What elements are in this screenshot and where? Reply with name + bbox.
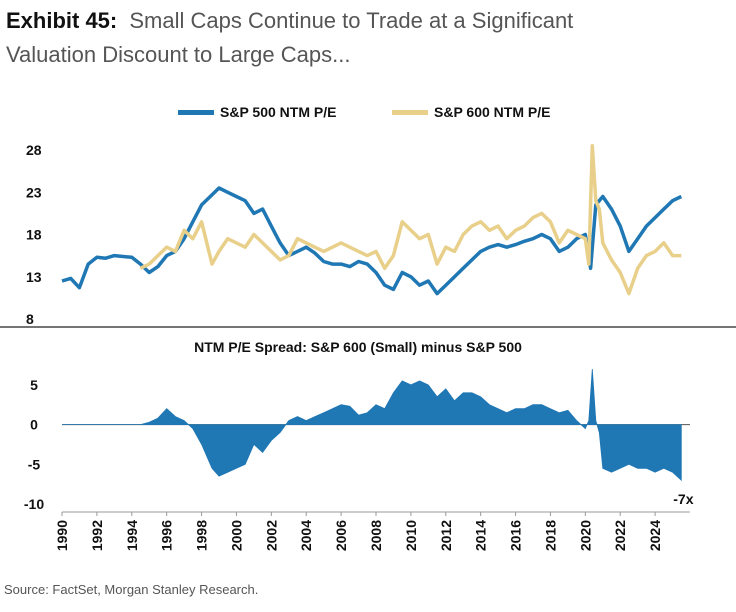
- source-note: Source: FactSet, Morgan Stanley Research…: [4, 582, 259, 597]
- x-tick-label: 2006: [333, 520, 349, 551]
- x-tick-label: 2002: [263, 520, 279, 551]
- x-tick-label: 1990: [54, 520, 70, 551]
- spread-y-tick: 5: [30, 377, 38, 393]
- x-tick-label: 2000: [228, 520, 244, 551]
- x-tick-label: 1996: [159, 520, 175, 551]
- title-line-1: Small Caps Continue to Trade at a Signif…: [129, 8, 574, 33]
- x-tick-label: 2008: [368, 520, 384, 551]
- exhibit-label: Exhibit 45:: [6, 8, 118, 33]
- spread-y-tick: 0: [30, 417, 38, 433]
- spread-end-label: -7x: [673, 491, 693, 507]
- legend-swatch-sp600: [392, 109, 428, 115]
- x-tick-label: 2018: [542, 520, 558, 551]
- pe-y-tick: 18: [26, 227, 42, 243]
- spread-area: [62, 368, 682, 482]
- chart-title: Exhibit 45: Small Caps Continue to Trade…: [6, 4, 726, 72]
- legend: S&P 500 NTM P/E S&P 600 NTM P/E: [0, 104, 736, 124]
- legend-item-sp500: S&P 500 NTM P/E: [178, 104, 336, 120]
- pe-y-tick: 8: [26, 311, 34, 327]
- legend-item-sp600: S&P 600 NTM P/E: [392, 104, 550, 120]
- x-tick-label: 1992: [89, 520, 105, 551]
- legend-label-sp600: S&P 600 NTM P/E: [434, 104, 551, 120]
- spread-y-tick: -5: [28, 456, 41, 472]
- spread-panel: 5 0 -5 -10 -7x 1990 1992 1994 1996 1998 2000 2002 20…: [24, 368, 694, 551]
- spread-y-tick: -10: [24, 496, 44, 512]
- x-tick-label: 1994: [124, 520, 140, 551]
- spread-panel-title: NTM P/E Spread: S&P 600 (Small) minus S&…: [194, 339, 522, 355]
- legend-swatch-sp500: [178, 109, 214, 115]
- series-line-sp500: [61, 186, 683, 296]
- x-tick-label: 2022: [612, 520, 628, 551]
- series-line-sp600: [139, 144, 682, 296]
- x-tick-label: 2024: [647, 520, 663, 551]
- x-tick-label: 2004: [298, 520, 314, 551]
- x-tick-label: 2014: [473, 520, 489, 551]
- x-tick-label: 2016: [508, 520, 524, 551]
- pe-y-tick: 28: [26, 142, 42, 158]
- title-line-2: Valuation Discount to Large Caps...: [6, 42, 351, 67]
- x-tick-label: 1998: [194, 520, 210, 551]
- x-tick-label: 2010: [403, 520, 419, 551]
- legend-label-sp500: S&P 500 NTM P/E: [220, 104, 337, 120]
- pe-y-tick: 13: [26, 269, 42, 285]
- x-tick-label: 2020: [577, 520, 593, 551]
- x-tick-label: 2012: [438, 520, 454, 551]
- pe-y-tick: 23: [26, 184, 42, 200]
- pe-panel: 28 23 18 13 8: [26, 142, 683, 327]
